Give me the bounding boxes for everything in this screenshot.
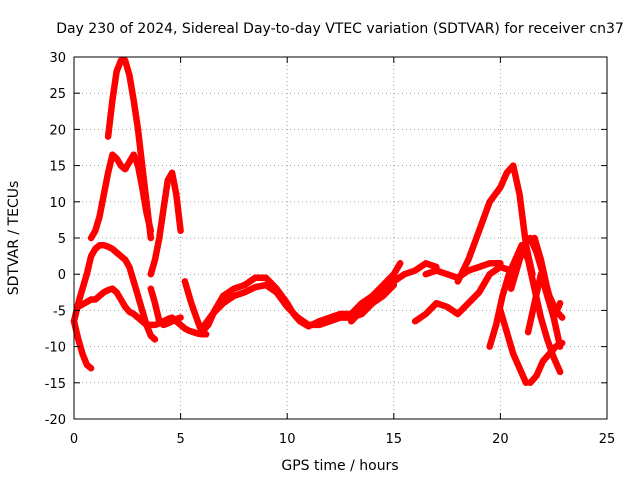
series-track-3 <box>75 285 210 338</box>
y-tick-label: -15 <box>45 377 66 392</box>
y-tick-label: 25 <box>49 87 66 102</box>
series-track-7 <box>147 285 184 329</box>
y-tick-label: 0 <box>58 268 66 283</box>
y-tick-label: 15 <box>49 160 66 175</box>
x-axis-label: GPS time / hours <box>281 458 398 474</box>
series-track-6 <box>147 169 184 278</box>
y-tick-label: 10 <box>49 196 66 211</box>
x-tick-label: 5 <box>176 432 184 447</box>
series-track-13 <box>454 162 536 285</box>
y-tick-label: -20 <box>45 413 66 428</box>
series-track-10 <box>347 260 404 325</box>
x-tick-label: 25 <box>599 432 616 447</box>
y-tick-label: 20 <box>49 123 66 138</box>
series-track-1 <box>70 241 159 343</box>
series-track-11 <box>411 263 515 325</box>
x-tick-label: 15 <box>386 432 403 447</box>
series-track-5 <box>104 57 155 242</box>
y-tick-label: 5 <box>58 232 66 247</box>
y-axis-label: SDTVAR / TECUs <box>6 181 22 296</box>
series-track-15 <box>497 307 530 387</box>
series-track-19 <box>526 339 566 387</box>
x-tick-label: 0 <box>70 432 78 447</box>
x-tick-label: 20 <box>492 432 509 447</box>
y-tick-label: 30 <box>49 51 66 66</box>
chart-title: Day 230 of 2024, Sidereal Day-to-day VTE… <box>56 21 624 37</box>
series-track-18 <box>531 234 564 350</box>
series-track-2 <box>70 318 95 372</box>
y-tick-label: -5 <box>53 304 66 319</box>
data-series <box>70 57 566 387</box>
x-tick-label: 10 <box>279 432 296 447</box>
y-tick-label: -10 <box>45 341 66 356</box>
axis-ticks: 0 5 10 15 20 25 -20 -15 -10 -5 0 5 10 15 20 25 30 <box>45 51 616 447</box>
